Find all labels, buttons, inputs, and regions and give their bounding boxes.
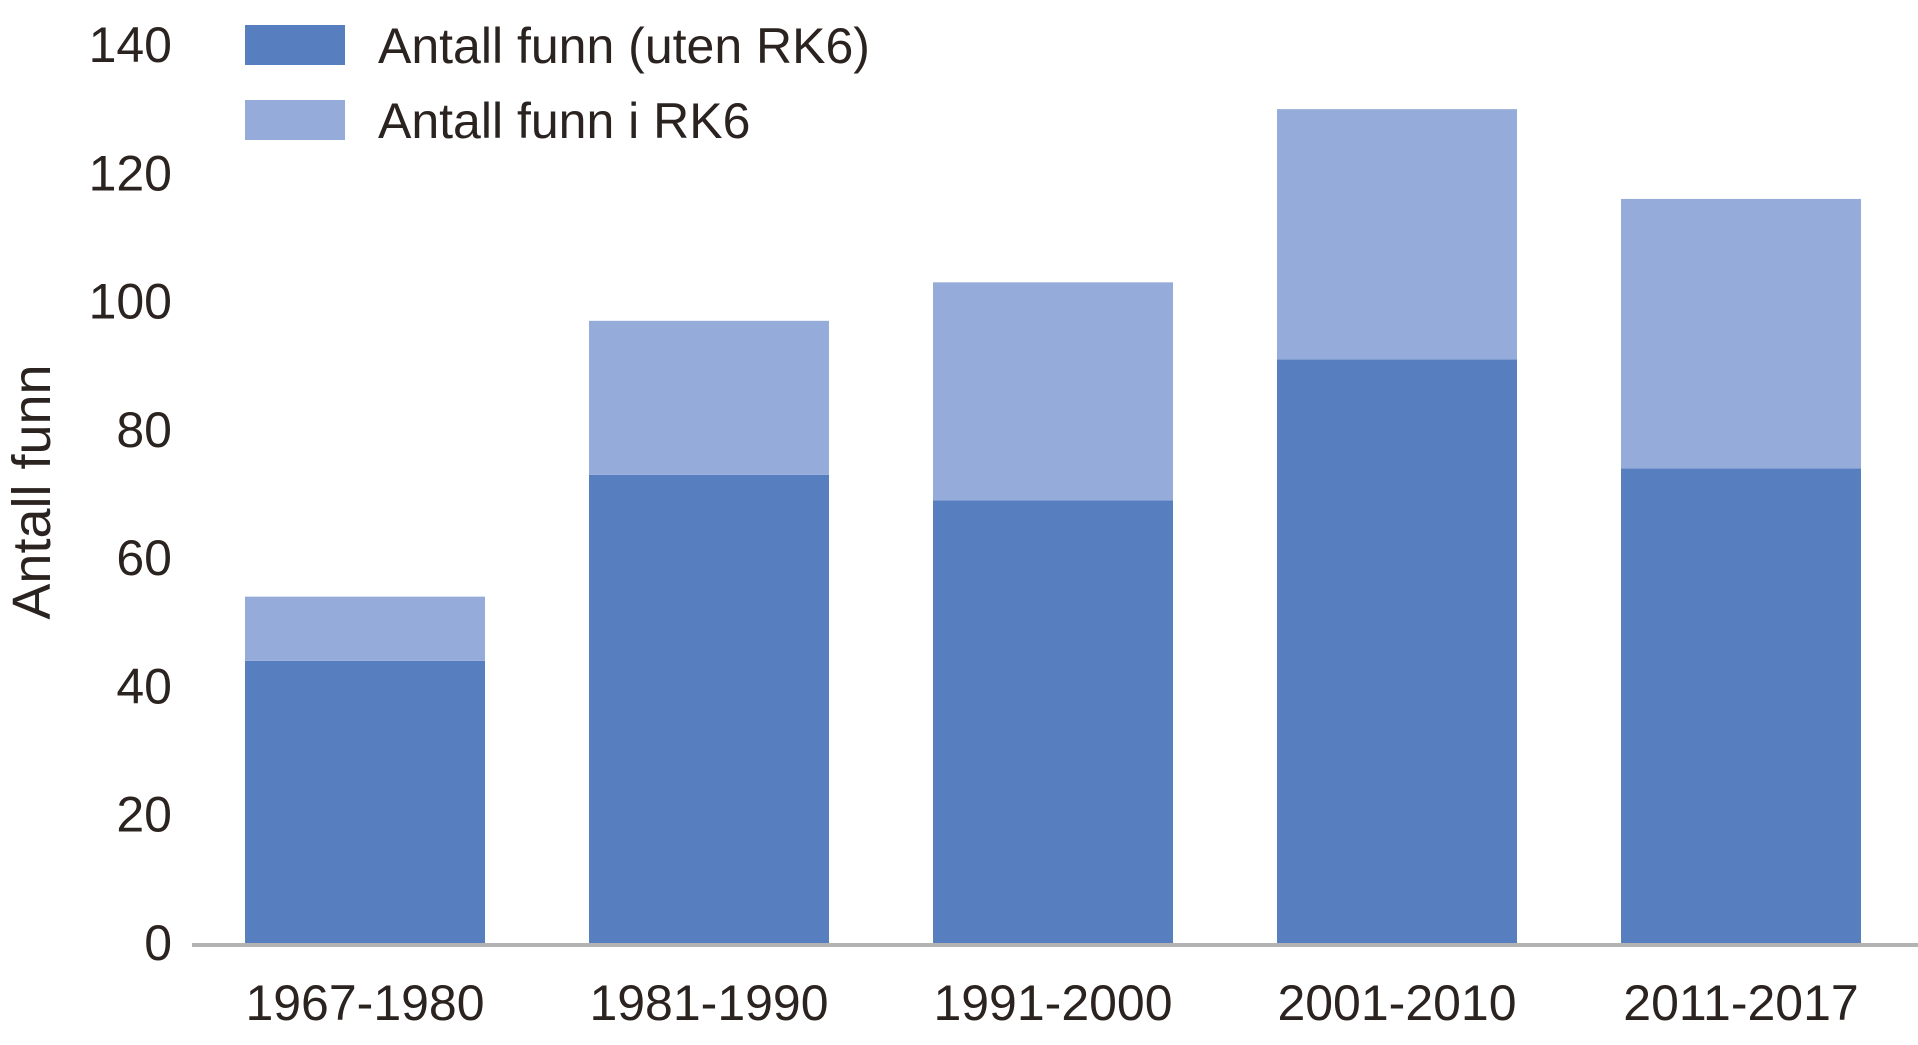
bar-segment-rk6 xyxy=(1621,198,1861,469)
legend-label: Antall funn (uten RK6) xyxy=(378,18,870,74)
legend-swatch xyxy=(245,100,345,140)
bars xyxy=(245,109,1861,943)
bar-segment-uten-rk6 xyxy=(1277,359,1517,943)
y-tick-label: 40 xyxy=(116,658,172,714)
legend-swatch xyxy=(245,25,345,65)
y-axis-ticks: 0 20 40 60 80 100 120 140 xyxy=(89,17,172,971)
x-tick-label: 1981-1990 xyxy=(589,975,828,1031)
y-tick-label: 140 xyxy=(89,17,172,73)
legend: Antall funn (uten RK6) Antall funn i RK6 xyxy=(245,18,870,149)
bar-segment-rk6 xyxy=(1277,109,1517,360)
bar-segment-uten-rk6 xyxy=(245,660,485,943)
x-tick-label: 1991-2000 xyxy=(933,975,1172,1031)
bar-segment-uten-rk6 xyxy=(1621,468,1861,943)
bar-segment-rk6 xyxy=(245,596,485,661)
y-axis-title: Antall funn xyxy=(2,364,62,619)
x-axis-ticks: 1967-1980 1981-1990 1991-2000 2001-2010 2011… xyxy=(245,975,1858,1031)
y-tick-label: 80 xyxy=(116,402,172,458)
bar-segment-uten-rk6 xyxy=(933,500,1173,943)
bar-segment-rk6 xyxy=(589,320,829,475)
bar-segment-uten-rk6 xyxy=(589,474,829,943)
y-tick-label: 60 xyxy=(116,530,172,586)
legend-label: Antall funn i RK6 xyxy=(378,93,750,149)
x-tick-label: 2011-2017 xyxy=(1623,975,1858,1031)
x-tick-label: 2001-2010 xyxy=(1277,975,1516,1031)
bar-segment-rk6 xyxy=(933,282,1173,501)
y-tick-label: 0 xyxy=(144,915,172,971)
y-tick-label: 20 xyxy=(116,787,172,843)
y-tick-label: 120 xyxy=(89,145,172,201)
y-tick-label: 100 xyxy=(89,274,172,330)
x-tick-label: 1967-1980 xyxy=(245,975,484,1031)
